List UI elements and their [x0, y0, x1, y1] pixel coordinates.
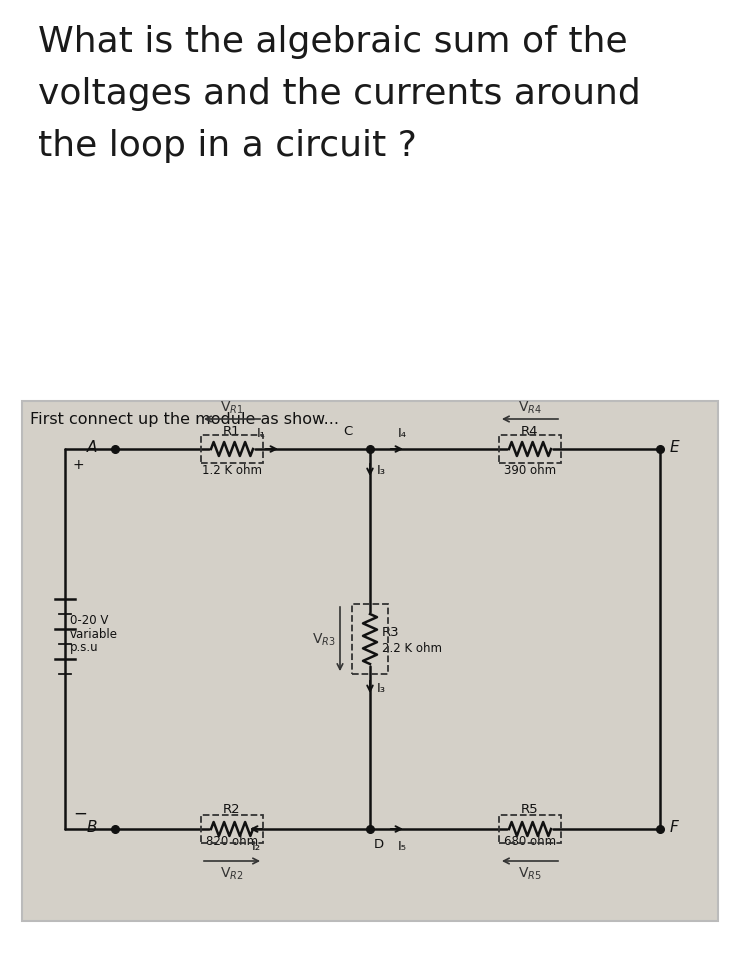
- Text: R5: R5: [521, 802, 539, 815]
- Text: I₅: I₅: [398, 839, 407, 852]
- Bar: [201, 435, 263, 463]
- Text: 1.2 K ohm: 1.2 K ohm: [202, 463, 262, 477]
- Text: E: E: [670, 440, 679, 455]
- Text: V$_{R4}$: V$_{R4}$: [518, 399, 542, 416]
- Text: D: D: [374, 837, 384, 850]
- Text: V$_{R2}$: V$_{R2}$: [221, 865, 243, 882]
- Bar: [499, 815, 561, 843]
- Text: voltages and the currents around: voltages and the currents around: [38, 77, 641, 110]
- Bar: [201, 815, 263, 843]
- Text: I₂: I₂: [252, 839, 260, 852]
- Text: R1: R1: [223, 424, 240, 438]
- Text: I₄: I₄: [398, 426, 407, 440]
- Text: 820 ohm: 820 ohm: [206, 834, 258, 847]
- Text: First connect up the module as show...: First connect up the module as show...: [30, 412, 339, 426]
- Text: V$_{R1}$: V$_{R1}$: [221, 399, 243, 416]
- Text: variable: variable: [70, 627, 118, 640]
- Text: R3: R3: [382, 625, 400, 638]
- Text: V$_{R5}$: V$_{R5}$: [518, 865, 542, 882]
- Text: I₁: I₁: [257, 426, 266, 440]
- Text: 2.2 K ohm: 2.2 K ohm: [382, 641, 442, 654]
- Text: 0-20 V: 0-20 V: [70, 612, 108, 626]
- Text: +: +: [73, 457, 84, 472]
- Text: −: −: [73, 804, 87, 822]
- Text: p.s.u: p.s.u: [70, 641, 98, 654]
- Text: I₃: I₃: [377, 464, 386, 477]
- Text: 390 ohm: 390 ohm: [504, 463, 556, 477]
- Text: the loop in a circuit ?: the loop in a circuit ?: [38, 129, 417, 163]
- Text: V$_{R3}$: V$_{R3}$: [312, 631, 336, 647]
- Text: I₃: I₃: [377, 681, 386, 694]
- Text: 680 ohm: 680 ohm: [504, 834, 556, 847]
- Text: What is the algebraic sum of the: What is the algebraic sum of the: [38, 25, 628, 59]
- Text: R4: R4: [521, 424, 539, 438]
- Text: F: F: [670, 820, 679, 834]
- Text: B: B: [87, 820, 97, 834]
- Bar: [22, 401, 718, 922]
- Text: A: A: [87, 440, 97, 455]
- Bar: [352, 605, 388, 674]
- Text: R2: R2: [223, 802, 240, 815]
- Bar: [499, 435, 561, 463]
- Text: C: C: [343, 424, 352, 438]
